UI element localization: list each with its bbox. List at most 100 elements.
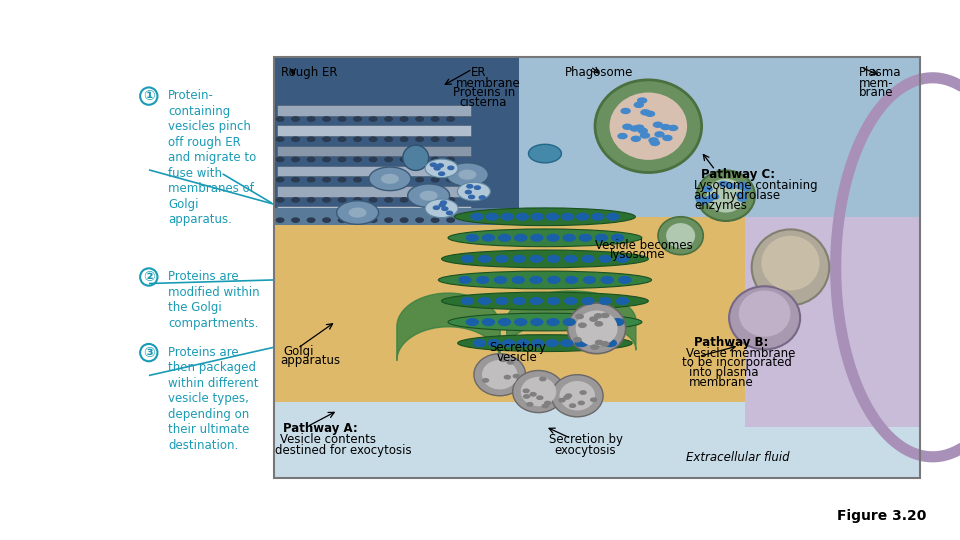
- Text: membrane: membrane: [689, 376, 754, 389]
- Circle shape: [337, 201, 378, 224]
- Bar: [274, 402, 920, 478]
- Circle shape: [542, 404, 548, 408]
- Circle shape: [498, 319, 511, 326]
- Circle shape: [737, 196, 747, 201]
- Circle shape: [433, 206, 440, 210]
- Circle shape: [323, 218, 330, 222]
- Circle shape: [577, 213, 588, 220]
- Circle shape: [531, 319, 542, 326]
- Circle shape: [612, 319, 624, 326]
- Circle shape: [668, 125, 678, 131]
- Circle shape: [498, 234, 511, 241]
- Circle shape: [483, 234, 494, 241]
- Circle shape: [589, 317, 597, 321]
- Circle shape: [547, 255, 560, 262]
- Circle shape: [696, 197, 705, 201]
- Circle shape: [370, 198, 377, 202]
- Bar: [274, 57, 519, 225]
- Circle shape: [579, 323, 587, 327]
- Circle shape: [447, 178, 454, 182]
- Circle shape: [547, 234, 559, 241]
- Circle shape: [523, 389, 529, 393]
- Circle shape: [462, 255, 473, 262]
- Circle shape: [276, 117, 284, 121]
- Text: membrane: membrane: [456, 77, 520, 90]
- Ellipse shape: [729, 286, 800, 349]
- Text: Vesicle membrane: Vesicle membrane: [686, 347, 796, 360]
- Text: acid hydrolase: acid hydrolase: [694, 189, 780, 202]
- Circle shape: [632, 136, 640, 141]
- Circle shape: [601, 276, 613, 284]
- Text: ③: ③: [143, 346, 155, 360]
- Text: brane: brane: [859, 86, 894, 99]
- Circle shape: [601, 342, 609, 346]
- Circle shape: [292, 117, 300, 121]
- Bar: [274, 57, 920, 217]
- Bar: [745, 57, 920, 217]
- Circle shape: [483, 319, 494, 326]
- Circle shape: [504, 375, 511, 379]
- Circle shape: [385, 198, 393, 202]
- Circle shape: [338, 157, 346, 161]
- Text: Secretion by: Secretion by: [549, 433, 623, 446]
- Text: vesicle: vesicle: [496, 351, 537, 364]
- Circle shape: [738, 182, 747, 187]
- Circle shape: [655, 132, 664, 137]
- Circle shape: [438, 164, 444, 167]
- Text: ②: ②: [143, 270, 155, 284]
- Circle shape: [540, 377, 545, 381]
- Text: apparatus: apparatus: [280, 354, 341, 367]
- Circle shape: [595, 340, 603, 345]
- Circle shape: [623, 124, 632, 129]
- Circle shape: [528, 144, 562, 163]
- Circle shape: [501, 213, 514, 220]
- Circle shape: [594, 314, 602, 318]
- Circle shape: [292, 218, 300, 222]
- Circle shape: [431, 198, 439, 202]
- Circle shape: [547, 319, 559, 326]
- Circle shape: [307, 137, 315, 141]
- Circle shape: [703, 186, 712, 192]
- Bar: [274, 57, 920, 478]
- Circle shape: [354, 218, 361, 222]
- Circle shape: [323, 178, 330, 182]
- Text: Plasma: Plasma: [859, 66, 901, 79]
- Circle shape: [307, 198, 315, 202]
- Text: enzymes: enzymes: [694, 199, 747, 212]
- Ellipse shape: [474, 354, 525, 396]
- Circle shape: [704, 197, 713, 202]
- Circle shape: [442, 207, 448, 211]
- Circle shape: [338, 117, 346, 121]
- Text: destined for exocytosis: destined for exocytosis: [275, 444, 411, 457]
- Circle shape: [276, 198, 284, 202]
- Circle shape: [663, 136, 672, 140]
- Circle shape: [416, 218, 423, 222]
- Circle shape: [441, 201, 446, 204]
- Bar: [276, 186, 470, 197]
- Circle shape: [564, 255, 577, 262]
- Circle shape: [447, 198, 454, 202]
- Circle shape: [514, 374, 519, 378]
- Circle shape: [459, 276, 471, 284]
- Circle shape: [517, 340, 529, 347]
- Circle shape: [338, 178, 346, 182]
- Circle shape: [575, 340, 588, 347]
- Circle shape: [307, 157, 315, 161]
- Circle shape: [486, 213, 498, 220]
- Circle shape: [457, 182, 491, 201]
- Circle shape: [651, 140, 660, 145]
- Circle shape: [416, 178, 423, 182]
- Ellipse shape: [551, 375, 603, 417]
- Circle shape: [527, 403, 533, 406]
- Circle shape: [530, 393, 536, 396]
- Circle shape: [641, 110, 650, 115]
- Circle shape: [590, 398, 596, 401]
- Circle shape: [354, 137, 361, 141]
- Circle shape: [479, 298, 491, 305]
- Circle shape: [576, 314, 584, 319]
- Circle shape: [467, 234, 478, 241]
- Ellipse shape: [520, 377, 556, 406]
- Circle shape: [276, 178, 284, 182]
- Circle shape: [446, 211, 452, 215]
- Text: Figure 3.20: Figure 3.20: [837, 509, 926, 523]
